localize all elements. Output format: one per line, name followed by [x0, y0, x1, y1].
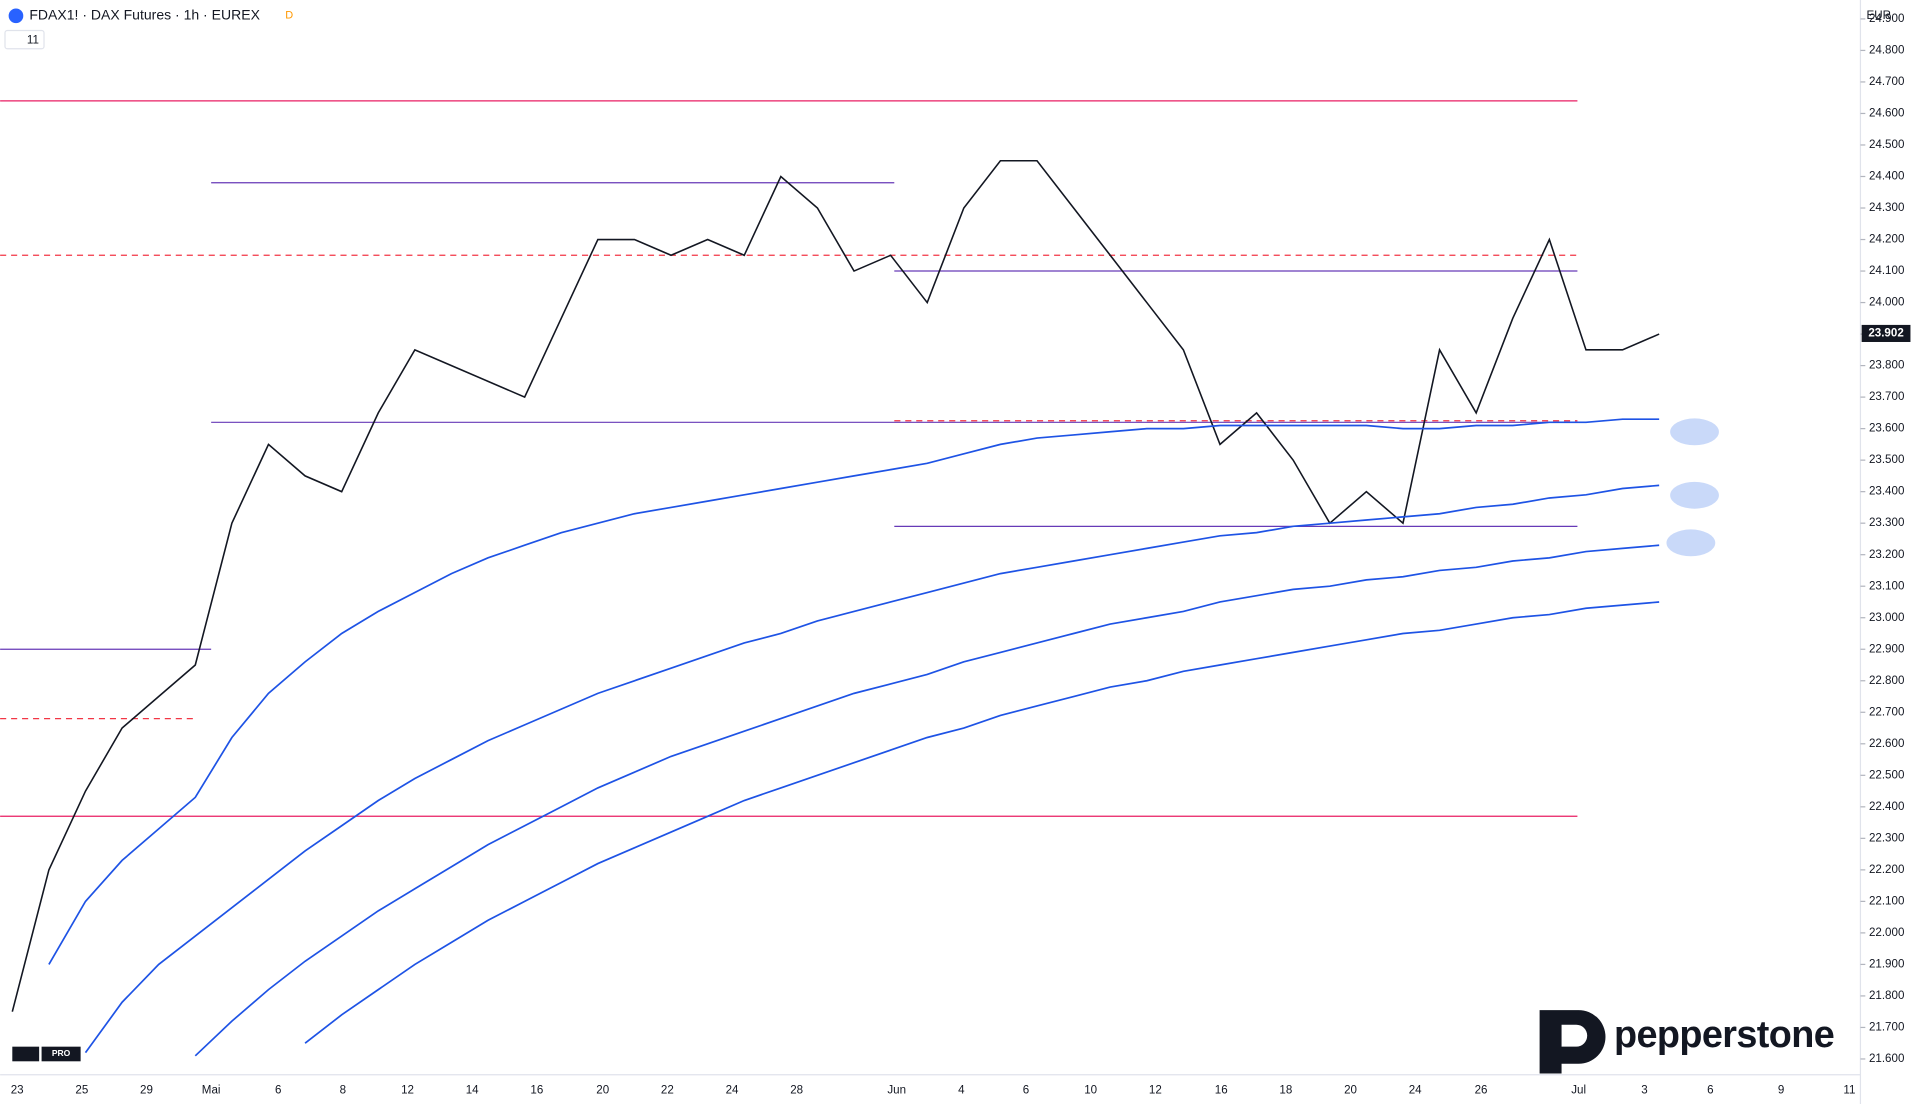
- last-price-box: [1861, 324, 1911, 342]
- y-tick-label: 22.300: [1869, 832, 1904, 844]
- x-tick-label: 22: [661, 1085, 674, 1097]
- y-tick-label: 22.100: [1869, 895, 1904, 907]
- symbol-title[interactable]: FDAX1! · DAX Futures · 1h · EUREX: [29, 7, 260, 23]
- pepperstone-logo: pepperstone: [1539, 1010, 1835, 1074]
- x-tick-label: 23: [11, 1085, 24, 1097]
- x-tick-label: Jun: [887, 1085, 906, 1097]
- x-tick-label: 12: [1149, 1085, 1162, 1097]
- x-tick-label: 26: [1475, 1085, 1488, 1097]
- y-tick-label: 22.800: [1869, 675, 1904, 687]
- x-tick-label: 6: [275, 1085, 281, 1097]
- x-tick-label: 8: [340, 1085, 346, 1097]
- x-tick-label: 20: [1344, 1085, 1357, 1097]
- x-tick-label: 10: [1084, 1085, 1097, 1097]
- moving-average: [48, 418, 1660, 965]
- last-price-label: 23.902: [1868, 328, 1903, 340]
- y-tick-label: 24.900: [1869, 13, 1904, 25]
- tv-logo: PRO: [12, 1046, 81, 1062]
- x-tick-label: 24: [726, 1085, 739, 1097]
- y-tick-label: 24.400: [1869, 171, 1904, 183]
- y-tick-label: 22.900: [1869, 643, 1904, 655]
- y-tick-label: 21.700: [1869, 1022, 1904, 1034]
- y-tick-label: 21.600: [1869, 1053, 1904, 1065]
- y-tick-label: 22.600: [1869, 738, 1904, 750]
- highlight-ellipse: [1670, 418, 1719, 446]
- y-tick-label: 24.000: [1869, 297, 1904, 309]
- y-tick-label: 24.100: [1869, 265, 1904, 277]
- y-tick-label: 23.100: [1869, 580, 1904, 592]
- price-line: [11, 159, 1660, 1012]
- x-tick-label: Jul: [1571, 1085, 1586, 1097]
- x-tick-label: 11: [1843, 1085, 1855, 1097]
- indicator-count[interactable]: 11: [27, 34, 39, 46]
- x-tick-label: 24: [1409, 1085, 1422, 1097]
- x-tick-label: 12: [401, 1085, 414, 1097]
- y-tick-label: 24.200: [1869, 234, 1904, 246]
- symbol-icon[interactable]: [8, 8, 24, 24]
- x-tick-label: 20: [596, 1085, 609, 1097]
- brand-name: pepperstone: [1614, 1014, 1834, 1056]
- y-tick-label: 24.300: [1869, 202, 1904, 214]
- x-tick-label: Mai: [202, 1085, 221, 1097]
- y-tick-label: 22.500: [1869, 769, 1904, 781]
- x-tick-label: 4: [958, 1085, 965, 1097]
- y-tick-label: 23.000: [1869, 612, 1904, 624]
- y-tick-label: 23.300: [1869, 517, 1904, 529]
- y-tick-label: 24.600: [1869, 108, 1904, 120]
- x-tick-label: 16: [1215, 1085, 1228, 1097]
- y-tick-label: 23.200: [1869, 549, 1904, 561]
- x-tick-label: 9: [1778, 1085, 1784, 1097]
- y-tick-label: 23.700: [1869, 391, 1904, 403]
- x-tick-label: 6: [1707, 1085, 1713, 1097]
- y-tick-label: 22.000: [1869, 927, 1904, 939]
- y-tick-label: 24.700: [1869, 76, 1904, 88]
- highlight-ellipse: [1666, 529, 1716, 557]
- x-tick-label: 3: [1641, 1085, 1647, 1097]
- y-tick-label: 23.600: [1869, 423, 1904, 435]
- highlight-ellipse: [1670, 481, 1719, 509]
- x-tick-label: 14: [466, 1085, 479, 1097]
- moving-average: [84, 484, 1660, 1054]
- session-badge: D: [285, 10, 293, 22]
- y-tick-label: 23.800: [1869, 360, 1904, 372]
- y-tick-label: 24.500: [1869, 139, 1904, 151]
- x-tick-label: 28: [790, 1085, 803, 1097]
- moving-average: [194, 544, 1660, 1057]
- x-tick-label: 18: [1279, 1085, 1292, 1097]
- currency-label[interactable]: EUR: [1867, 10, 1891, 22]
- moving-average: [304, 601, 1660, 1044]
- indicator-toggle[interactable]: [4, 29, 45, 50]
- y-tick-label: 21.800: [1869, 990, 1904, 1002]
- y-tick-label: 22.400: [1869, 801, 1904, 813]
- tv-pro: PRO: [52, 1048, 71, 1058]
- x-tick-label: 29: [140, 1085, 153, 1097]
- x-tick-label: 25: [75, 1085, 88, 1097]
- y-tick-label: 24.800: [1869, 44, 1904, 56]
- y-tick-label: 22.200: [1869, 864, 1904, 876]
- y-tick-label: 23.400: [1869, 486, 1904, 498]
- y-tick-label: 23.500: [1869, 454, 1904, 466]
- x-tick-label: 16: [530, 1085, 543, 1097]
- y-tick-label: 21.900: [1869, 958, 1904, 970]
- x-tick-label: 6: [1023, 1085, 1029, 1097]
- y-tick-label: 22.700: [1869, 706, 1904, 718]
